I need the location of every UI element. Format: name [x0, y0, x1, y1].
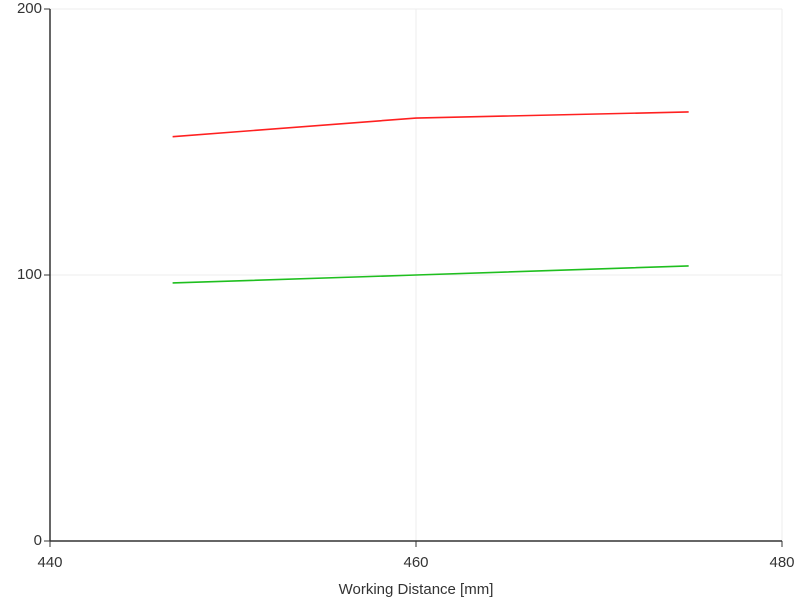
x-axis-label: Working Distance [mm]	[339, 581, 494, 598]
x-tick-label: 460	[403, 554, 428, 571]
x-tick-label: 440	[37, 554, 62, 571]
series-line	[172, 265, 689, 284]
y-tick-label: 200	[17, 0, 42, 17]
series-line	[172, 111, 689, 138]
y-tick-label: 100	[17, 266, 42, 283]
y-tick-label: 0	[34, 532, 42, 549]
x-tick-label: 480	[769, 554, 794, 571]
